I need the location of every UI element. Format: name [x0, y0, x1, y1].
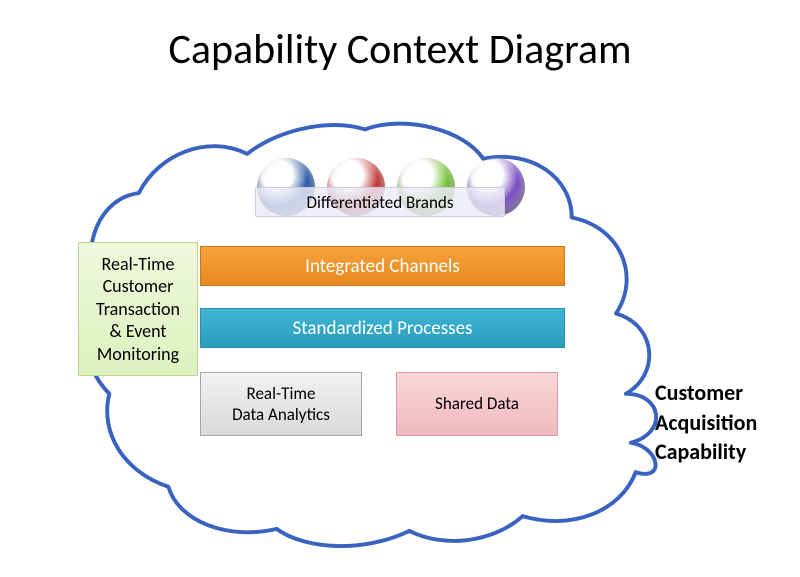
- differentiated-brands-label: Differentiated Brands: [255, 187, 505, 217]
- diagram-stage: Capability Context Diagram Differentiate…: [0, 0, 800, 577]
- customer-acquisition-capability: Customer Acquisition Capability: [655, 378, 757, 467]
- standardized-processes: Standardized Processes: [200, 308, 565, 348]
- page-title: Capability Context Diagram: [0, 24, 800, 75]
- monitoring-box: Real-Time Customer Transaction & Event M…: [78, 242, 198, 376]
- shared-data: Shared Data: [396, 372, 558, 436]
- integrated-channels: Integrated Channels: [200, 246, 565, 286]
- standardized-processes-label: Standardized Processes: [293, 317, 473, 340]
- real-time-data-analytics: Real-Time Data Analytics: [200, 372, 362, 436]
- integrated-channels-label: Integrated Channels: [305, 255, 460, 278]
